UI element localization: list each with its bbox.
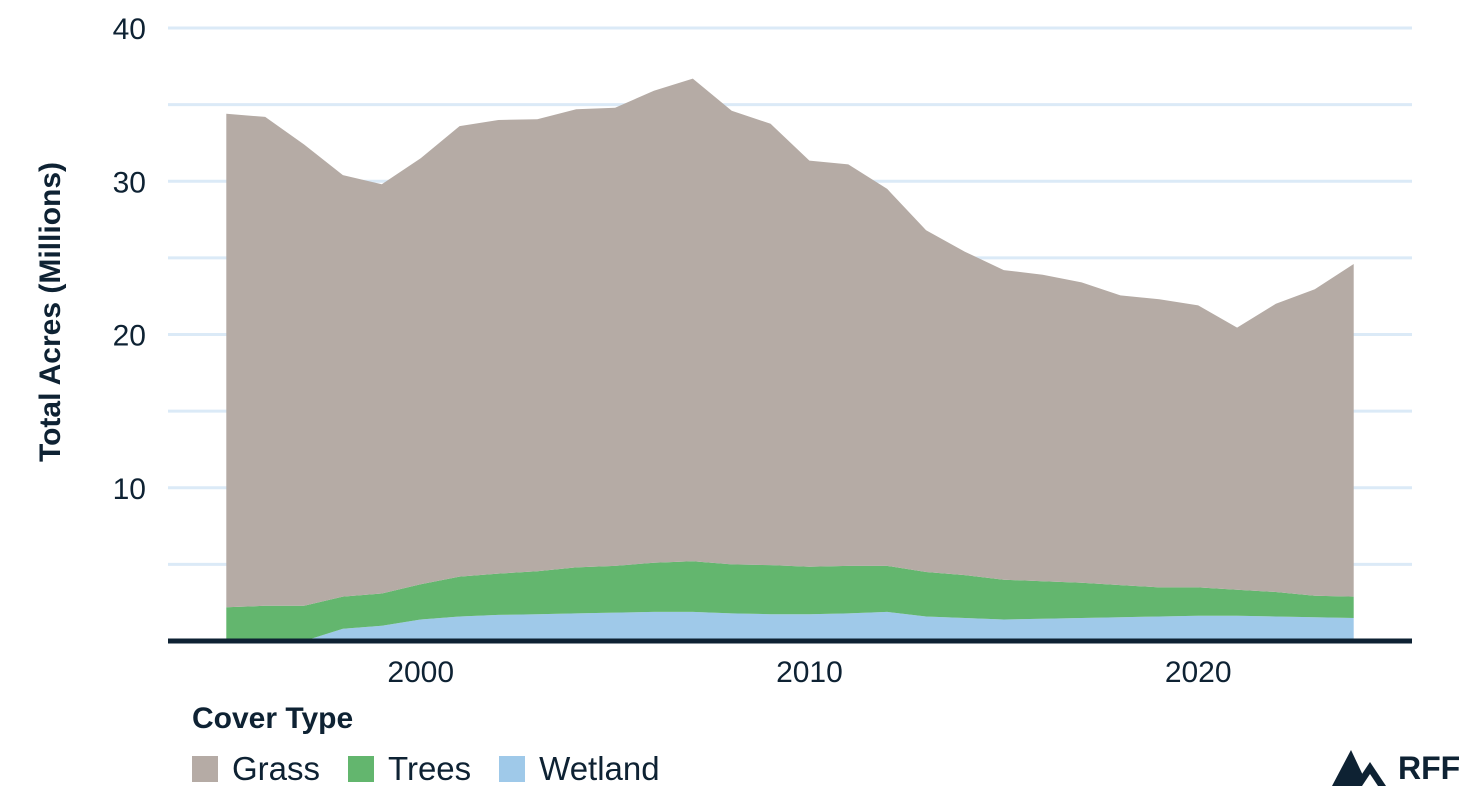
x-tick-labels: 2000 2010 2020 xyxy=(387,656,1231,689)
legend-label: Wetland xyxy=(539,750,660,787)
y-tick-label: 20 xyxy=(113,320,146,353)
y-tick-label: 10 xyxy=(113,473,146,506)
legend-label: Grass xyxy=(232,750,321,787)
legend-item-grass: Grass xyxy=(192,750,320,788)
area-series-grass xyxy=(226,78,1354,608)
legend-swatch xyxy=(499,756,526,782)
x-tick-label: 2020 xyxy=(1165,656,1232,689)
y-axis-label: Total Acres (Millions) xyxy=(34,162,67,462)
mountain-logo-icon xyxy=(1332,750,1386,786)
x-tick-label: 2010 xyxy=(776,656,843,689)
y-tick-label: 40 xyxy=(113,13,146,46)
legend-swatch xyxy=(192,756,218,782)
stacked-areas xyxy=(226,78,1354,641)
rff-logo: RFF xyxy=(1332,748,1460,788)
legend-item-wetland: Wetland xyxy=(499,750,660,788)
area-series-trees xyxy=(226,561,1354,641)
legend: Cover Type Grass Trees Wetland xyxy=(192,702,688,788)
legend-item-trees: Trees xyxy=(348,750,471,788)
legend-swatch xyxy=(348,756,375,782)
area-series-wetland xyxy=(226,611,1354,641)
legend-label: Trees xyxy=(388,750,472,787)
y-tick-labels: 10 20 30 40 xyxy=(113,13,146,506)
x-tick-label: 2000 xyxy=(387,656,454,689)
y-tick-label: 30 xyxy=(113,166,146,199)
legend-items: Grass Trees Wetland xyxy=(192,750,688,788)
legend-title: Cover Type xyxy=(192,702,354,735)
logo-text: RFF xyxy=(1398,749,1461,786)
